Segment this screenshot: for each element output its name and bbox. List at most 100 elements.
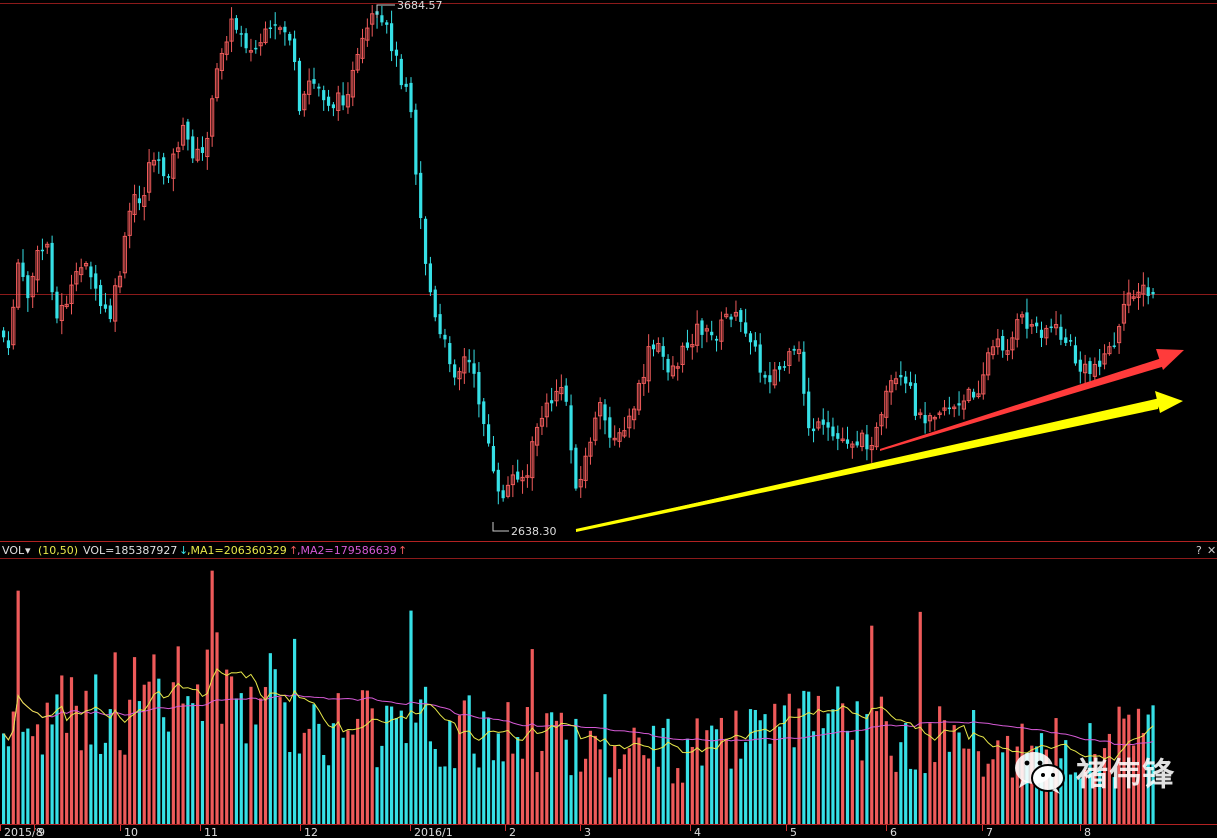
candle <box>942 400 947 416</box>
dropdown-icon[interactable]: ▾ <box>25 544 31 557</box>
volume-bar <box>94 674 98 824</box>
volume-bar <box>525 707 529 824</box>
candle <box>831 417 835 441</box>
volume-bar <box>758 720 762 824</box>
volume-bar <box>108 709 112 824</box>
candle <box>341 82 345 111</box>
candle <box>414 103 418 185</box>
candle <box>1039 321 1044 347</box>
volume-bar <box>186 696 190 824</box>
volume-bar <box>574 718 578 824</box>
volume-bar <box>870 625 874 824</box>
candle <box>927 412 933 433</box>
volume-bar <box>191 703 195 824</box>
volume-bar <box>569 775 573 824</box>
candle <box>214 62 220 102</box>
candle <box>544 393 549 428</box>
volume-bar <box>307 728 311 824</box>
volume-bar <box>229 676 234 824</box>
candle <box>482 397 486 437</box>
candle <box>569 394 573 464</box>
volume-bar <box>234 698 238 824</box>
volume-bar <box>176 646 180 824</box>
volume-bar <box>288 752 292 824</box>
volume-bar <box>433 749 437 824</box>
candle <box>680 342 685 373</box>
candle <box>627 408 632 438</box>
candle <box>748 331 753 355</box>
volume-bar <box>496 733 500 824</box>
close-icon[interactable]: ✕ <box>1207 544 1216 557</box>
volume-bar <box>35 724 40 824</box>
volume-bar <box>162 717 166 824</box>
volume-bar <box>671 783 675 824</box>
candle <box>651 339 656 357</box>
candle <box>874 422 879 451</box>
volume-bar <box>632 727 636 824</box>
candle <box>1083 354 1088 386</box>
x-tick-label: 4 <box>694 826 701 838</box>
volume-bar <box>647 758 651 824</box>
candle <box>322 85 326 111</box>
ma1-arrow: ↑ <box>289 544 298 557</box>
candle <box>986 347 991 381</box>
volume-bar <box>685 738 690 824</box>
candle <box>162 152 166 185</box>
candle <box>593 411 598 446</box>
volume-bar <box>142 684 146 824</box>
high-annotation: 3684.57 <box>376 0 443 18</box>
candle <box>661 337 665 371</box>
volume-bar <box>370 708 374 824</box>
high-label: 3684.57 <box>397 0 443 12</box>
volume-bar <box>996 740 1000 824</box>
volume-bar <box>938 706 942 824</box>
volume-bar <box>26 728 30 824</box>
volume-bar <box>879 696 884 824</box>
volume-bar <box>293 638 297 824</box>
candle <box>588 437 593 465</box>
volume-bar <box>341 737 345 824</box>
volume-bar <box>554 720 559 824</box>
candle <box>83 261 89 270</box>
candle <box>147 149 152 201</box>
candle <box>1112 332 1116 349</box>
volume-bar <box>205 649 209 824</box>
volume-bar <box>419 699 423 824</box>
volume-bar <box>16 590 20 824</box>
red-trendline <box>880 349 1184 451</box>
candle <box>45 241 50 254</box>
volume-bar <box>273 669 277 824</box>
volume-bar <box>506 702 510 824</box>
vol-indicator[interactable]: VOL <box>2 544 25 557</box>
volume-bar <box>564 739 568 824</box>
volume-bar <box>166 731 171 824</box>
candle <box>40 238 44 261</box>
candle <box>55 286 59 324</box>
volume-bar <box>875 711 879 824</box>
volume-bar <box>550 712 554 824</box>
candle <box>617 428 622 448</box>
candle <box>205 131 210 170</box>
volume-bar <box>714 729 719 824</box>
volume-bar <box>1151 705 1155 824</box>
candle <box>50 235 54 301</box>
volume-bar <box>850 739 854 824</box>
candle <box>578 466 583 498</box>
candle <box>995 328 1000 355</box>
volume-bar <box>913 769 917 824</box>
candle <box>288 31 292 46</box>
candle <box>763 371 767 385</box>
candle <box>331 102 335 117</box>
candle <box>1088 357 1092 385</box>
help-icon[interactable]: ? <box>1196 544 1202 557</box>
volume-bar <box>1102 748 1107 824</box>
candle <box>355 47 360 74</box>
candle <box>598 397 603 430</box>
candle <box>157 151 161 174</box>
candle <box>845 426 850 449</box>
candle <box>530 436 535 491</box>
candle <box>258 33 263 56</box>
watermark: 褚伟锋 <box>1012 748 1175 796</box>
candle <box>1126 279 1131 314</box>
wechat-icon <box>1014 752 1065 794</box>
